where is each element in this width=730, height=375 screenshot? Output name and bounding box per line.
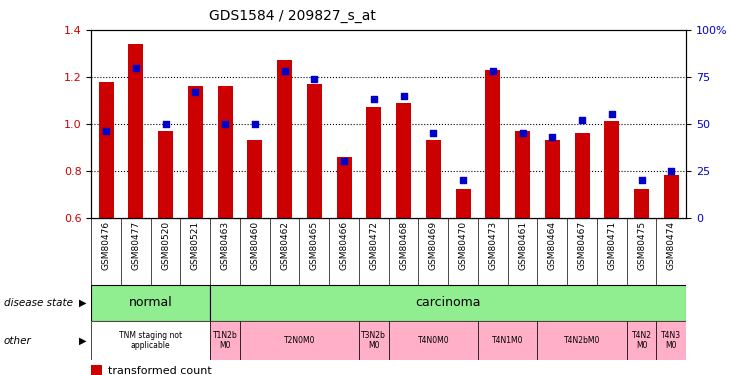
Bar: [604, 122, 619, 218]
Text: T4N2bM0: T4N2bM0: [564, 336, 600, 345]
Text: GSM80469: GSM80469: [429, 221, 438, 270]
Point: [576, 117, 588, 123]
Point: [398, 93, 410, 99]
Bar: [307, 84, 322, 218]
Text: normal: normal: [129, 296, 172, 309]
Bar: [91, 285, 210, 321]
Text: GSM80461: GSM80461: [518, 221, 527, 270]
Point: [160, 121, 172, 127]
Text: GSM80521: GSM80521: [191, 221, 200, 270]
Point: [457, 177, 469, 183]
Text: GSM80466: GSM80466: [339, 221, 349, 270]
Bar: [359, 321, 388, 360]
Text: GSM80473: GSM80473: [488, 221, 497, 270]
Text: GSM80477: GSM80477: [131, 221, 140, 270]
Bar: [388, 321, 478, 360]
Bar: [626, 321, 656, 360]
Text: GSM80460: GSM80460: [250, 221, 259, 270]
Bar: [545, 140, 560, 218]
Point: [517, 130, 529, 136]
Text: carcinoma: carcinoma: [415, 296, 481, 309]
Bar: [478, 321, 537, 360]
Text: T1N2b
M0: T1N2b M0: [212, 331, 237, 350]
Text: GSM80468: GSM80468: [399, 221, 408, 270]
Text: GSM80470: GSM80470: [458, 221, 468, 270]
Point: [130, 64, 142, 70]
Bar: [91, 321, 210, 360]
Text: GSM80464: GSM80464: [548, 221, 557, 270]
Text: GDS1584 / 209827_s_at: GDS1584 / 209827_s_at: [209, 9, 375, 23]
Bar: [575, 133, 590, 218]
Text: GSM80472: GSM80472: [369, 221, 378, 270]
Point: [606, 111, 618, 117]
Bar: [366, 107, 381, 218]
Point: [309, 76, 320, 82]
Bar: [218, 86, 233, 218]
Bar: [396, 103, 411, 218]
Point: [249, 121, 261, 127]
Point: [487, 68, 499, 74]
Bar: [128, 44, 143, 218]
Bar: [337, 157, 352, 218]
Bar: [634, 189, 649, 217]
Bar: [426, 140, 441, 218]
Bar: [240, 321, 359, 360]
Bar: [99, 82, 114, 218]
Text: GSM80475: GSM80475: [637, 221, 646, 270]
Text: GSM80462: GSM80462: [280, 221, 289, 270]
Text: GSM80476: GSM80476: [101, 221, 111, 270]
Bar: [656, 321, 686, 360]
Text: transformed count: transformed count: [108, 366, 212, 375]
Text: T4N2
M0: T4N2 M0: [631, 331, 652, 350]
Text: T4N3
M0: T4N3 M0: [661, 331, 681, 350]
Bar: [158, 131, 173, 218]
Point: [279, 68, 291, 74]
Text: other: other: [4, 336, 31, 345]
Text: GSM80474: GSM80474: [666, 221, 676, 270]
Text: TNM staging not
applicable: TNM staging not applicable: [119, 331, 182, 350]
Bar: [188, 86, 203, 218]
Point: [666, 168, 677, 174]
Text: GSM80463: GSM80463: [220, 221, 230, 270]
Point: [100, 128, 112, 134]
Point: [368, 96, 380, 102]
Point: [219, 121, 231, 127]
Bar: [277, 60, 292, 217]
Text: T3N2b
M0: T3N2b M0: [361, 331, 386, 350]
Text: ▶: ▶: [79, 298, 86, 308]
Bar: [664, 176, 679, 217]
Text: disease state: disease state: [4, 298, 73, 308]
Text: T4N1M0: T4N1M0: [492, 336, 523, 345]
Text: GSM80471: GSM80471: [607, 221, 616, 270]
Point: [338, 158, 350, 164]
Point: [190, 89, 201, 95]
Bar: [210, 285, 686, 321]
Bar: [456, 189, 471, 217]
Bar: [91, 365, 102, 375]
Bar: [485, 70, 500, 217]
Text: T2N0M0: T2N0M0: [284, 336, 315, 345]
Bar: [247, 140, 262, 218]
Text: ▶: ▶: [79, 336, 86, 345]
Point: [428, 130, 439, 136]
Point: [636, 177, 648, 183]
Text: T4N0M0: T4N0M0: [418, 336, 449, 345]
Text: GSM80465: GSM80465: [310, 221, 319, 270]
Bar: [537, 321, 626, 360]
Bar: [210, 321, 240, 360]
Text: GSM80467: GSM80467: [577, 221, 587, 270]
Point: [547, 134, 558, 140]
Text: GSM80520: GSM80520: [161, 221, 170, 270]
Bar: [515, 131, 530, 218]
